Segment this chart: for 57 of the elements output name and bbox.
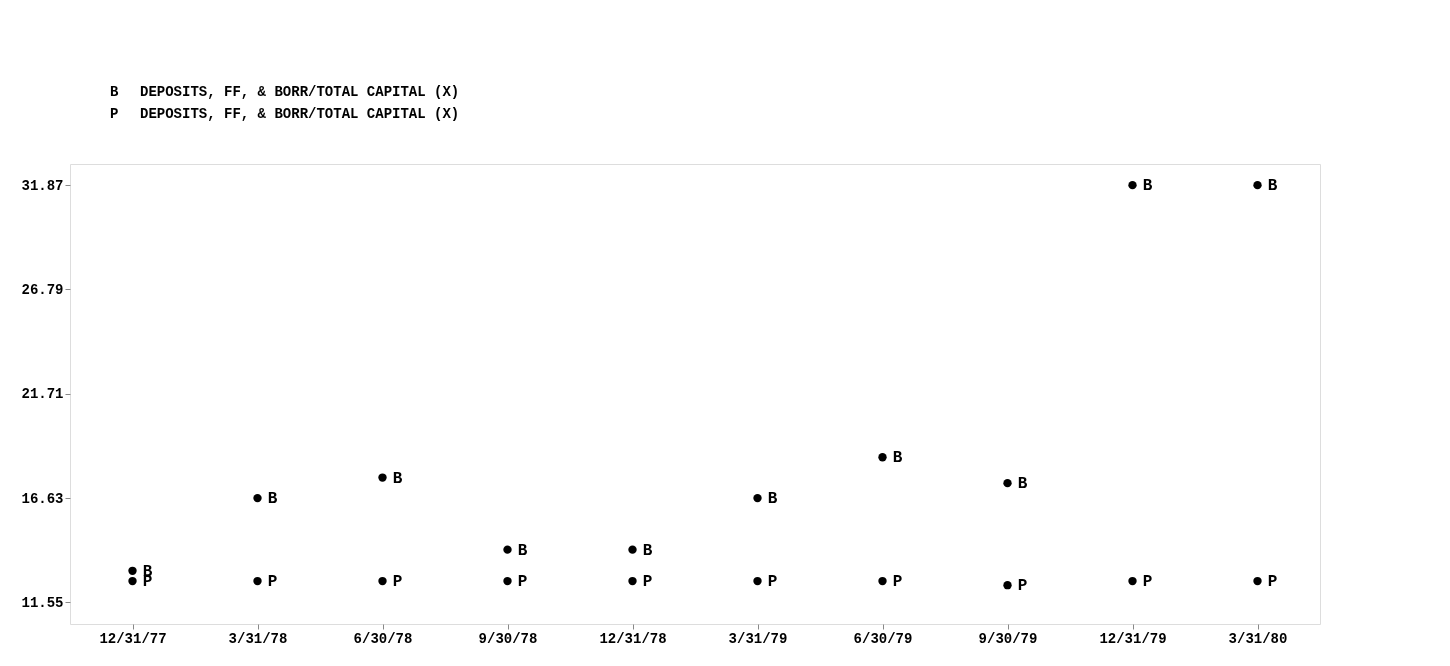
point (378, 473, 387, 482)
x-tick-label: 12/31/79 (1099, 630, 1167, 647)
point (753, 493, 762, 503)
text: P (110, 106, 119, 122)
y-tick-label: 21.71 (21, 386, 64, 403)
text: P (892, 573, 903, 592)
text: P (1142, 573, 1153, 592)
x-tick-label: 6/30/78 (353, 630, 413, 647)
text: B (892, 449, 903, 468)
text: B (392, 469, 403, 488)
text: B (1142, 177, 1153, 196)
text: B (267, 490, 278, 509)
point (878, 453, 887, 462)
point (628, 545, 637, 554)
point (128, 566, 137, 575)
text: B (1017, 475, 1028, 494)
point (1253, 180, 1262, 190)
x-tick-label: 12/31/78 (599, 630, 667, 647)
y-tick-label: 16.63 (21, 490, 64, 507)
point (753, 576, 762, 586)
text: P (1017, 577, 1028, 596)
x-tick-label: 6/30/79 (853, 630, 913, 647)
text: B (517, 541, 528, 560)
text: B (767, 490, 778, 509)
point (253, 576, 262, 586)
x-tick-label: 9/30/79 (978, 630, 1038, 647)
point (503, 576, 512, 586)
text: P (267, 573, 278, 592)
x-tick-label: 12/31/77 (99, 630, 167, 647)
point (378, 576, 387, 586)
x-tick-label: 3/31/79 (728, 630, 788, 647)
point (878, 576, 887, 586)
point (503, 545, 512, 554)
text: B (1267, 177, 1278, 196)
text: B (642, 541, 653, 560)
text: B (110, 84, 119, 100)
point (1128, 576, 1137, 586)
x-tick-label: 3/31/78 (228, 630, 288, 647)
point (253, 493, 262, 503)
point (1003, 478, 1012, 488)
y-tick-label: 26.79 (21, 281, 64, 298)
text: P (642, 573, 653, 592)
text: P (767, 573, 778, 592)
x-tick-label: 3/31/80 (1228, 630, 1288, 647)
text: DEPOSITS, FF, & BORR/TOTAL CAPITAL (X) (140, 106, 460, 122)
point (1003, 581, 1012, 590)
text: P (1267, 573, 1278, 592)
point (1128, 180, 1137, 190)
point (1253, 576, 1262, 586)
text: P (392, 573, 403, 592)
x-tick-label: 9/30/78 (478, 630, 538, 647)
point (628, 576, 637, 586)
y-tick-label: 11.55 (21, 594, 64, 611)
y-tick-label: 31.87 (21, 177, 64, 194)
text: DEPOSITS, FF, & BORR/TOTAL CAPITAL (X) (140, 84, 460, 100)
point (128, 576, 137, 586)
text: P (517, 573, 528, 592)
